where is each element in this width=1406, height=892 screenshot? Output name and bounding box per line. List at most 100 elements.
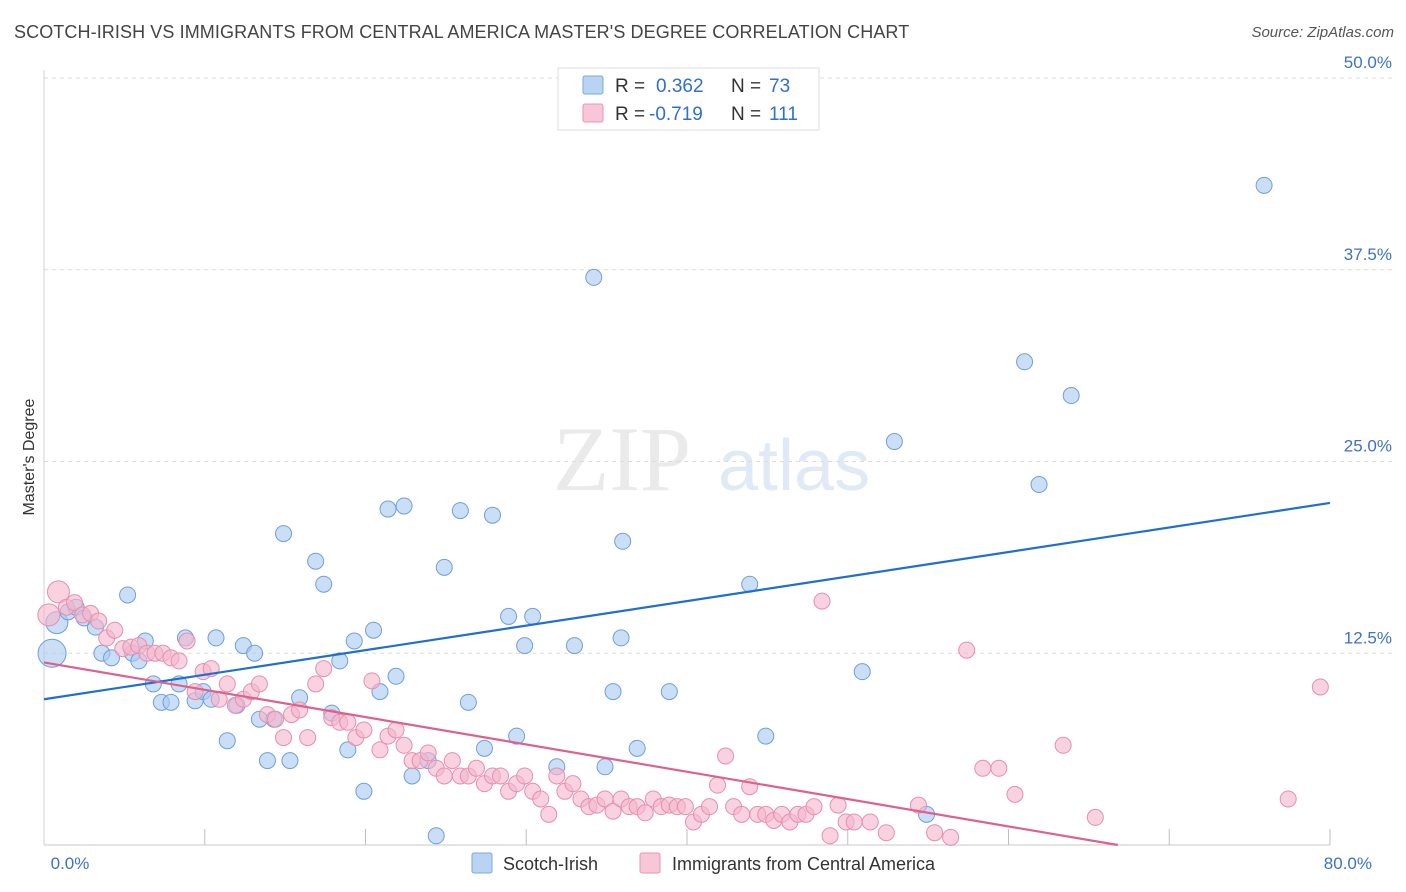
watermark: ZIP atlas — [553, 408, 870, 510]
immigrants-point — [909, 796, 927, 814]
immigrants-point — [548, 767, 566, 785]
legend-r-label-2: R = — [615, 104, 645, 125]
immigrants-point — [845, 813, 863, 831]
scotch-irish-point — [355, 782, 373, 800]
immigrants-point — [942, 828, 960, 846]
scotch-irish-point — [387, 667, 405, 685]
scotch-irish-point — [258, 752, 276, 770]
scotch-irish-point — [1062, 387, 1080, 405]
immigrants-point — [419, 744, 437, 762]
immigrants-point — [395, 736, 413, 754]
immigrants-point — [958, 641, 976, 659]
scotch-irish-point — [395, 497, 413, 515]
scotch-irish-point — [524, 607, 542, 625]
scotch-irish-point — [660, 683, 678, 701]
gridlines — [44, 77, 1392, 654]
scotch-irish-point — [853, 663, 871, 681]
scotch-irish-point — [508, 727, 526, 745]
scotch-irish-point — [614, 532, 632, 550]
immigrants-point — [275, 729, 293, 747]
immigrants-point — [805, 798, 823, 816]
series-immigrants-points — [37, 580, 1329, 846]
scotch-irish-point — [628, 739, 646, 757]
legend-n-value-1: 73 — [769, 76, 790, 97]
legend-n-label-2: N = — [731, 104, 761, 125]
series-legend-swatch-immigrants — [639, 852, 661, 874]
scotch-irish-point — [339, 741, 357, 759]
immigrants-point — [676, 798, 694, 816]
immigrants-point — [877, 824, 895, 842]
immigrants-point — [813, 592, 831, 610]
immigrants-point — [861, 813, 879, 831]
scotch-irish-point — [604, 683, 622, 701]
scotch-irish-point — [516, 637, 534, 655]
immigrants-point — [186, 683, 204, 701]
scotch-irish-point — [207, 629, 225, 647]
watermark-zip: ZIP — [553, 408, 691, 510]
immigrants-point — [299, 729, 317, 747]
immigrants-point — [66, 594, 84, 612]
scotch-irish-point — [451, 502, 469, 520]
immigrants-point — [733, 805, 751, 823]
immigrants-point — [90, 612, 108, 630]
trend-line-scotch-irish — [43, 501, 1331, 701]
legend-n-label-1: N = — [731, 76, 761, 97]
scotch-irish-point — [612, 629, 630, 647]
scotch-irish-point — [1016, 353, 1034, 371]
immigrants-point — [37, 603, 61, 627]
legend-r-value-1: 0.362 — [656, 76, 704, 97]
x-ticks — [204, 829, 1331, 845]
scotch-irish-point — [500, 607, 518, 625]
watermark-atlas: atlas — [718, 426, 870, 506]
scotch-irish-point — [757, 727, 775, 745]
immigrants-point — [1279, 790, 1297, 808]
immigrants-point — [266, 710, 284, 728]
scotch-irish-point — [427, 827, 445, 845]
scotch-irish-point — [315, 575, 333, 593]
immigrants-point — [170, 652, 188, 670]
series-scotch-irish-points — [37, 176, 1273, 845]
immigrants-point — [564, 775, 582, 793]
series-legend: Scotch-Irish Immigrants from Central Ame… — [471, 852, 936, 874]
immigrants-point — [1006, 785, 1024, 803]
y-tick-label: 25.0% — [1344, 437, 1392, 456]
scotch-irish-point — [37, 638, 67, 668]
scotch-irish-point — [483, 506, 501, 524]
scotch-irish-point — [1255, 176, 1273, 194]
immigrants-point — [516, 767, 534, 785]
immigrants-point — [717, 747, 735, 765]
y-tick-label: 50.0% — [1344, 53, 1392, 72]
scotch-irish-point — [435, 558, 453, 576]
immigrants-point — [990, 759, 1008, 777]
scotch-irish-point — [379, 500, 397, 518]
immigrants-point — [307, 675, 325, 693]
scotch-irish-point — [162, 693, 180, 711]
immigrants-point — [315, 660, 333, 678]
scotch-irish-point — [403, 767, 421, 785]
y-axis-title: Master's Degree — [21, 398, 38, 515]
immigrants-point — [46, 580, 70, 604]
stats-legend: R = 0.362 N = 73 R = -0.719 N = 111 — [557, 67, 820, 131]
scotch-irish-point — [218, 732, 236, 750]
scotch-irish-point — [275, 525, 293, 543]
x-tick-label-max: 80.0% — [1324, 854, 1372, 873]
scotch-irish-point — [885, 433, 903, 451]
trend-line-immigrants — [43, 661, 1118, 847]
immigrants-point — [371, 741, 389, 759]
legend-n-value-2: 111 — [769, 104, 798, 125]
legend-swatch-pink — [582, 103, 604, 123]
scotch-irish-point — [345, 632, 363, 650]
immigrants-point — [218, 675, 236, 693]
source-label: Source: ZipAtlas.com — [1251, 24, 1394, 41]
immigrants-point — [492, 767, 510, 785]
scotch-irish-point — [585, 268, 603, 286]
scotch-irish-point — [475, 739, 493, 757]
immigrants-point — [1086, 808, 1104, 826]
immigrants-point — [1054, 736, 1072, 754]
legend-swatch-blue — [582, 75, 604, 95]
immigrants-point — [435, 767, 453, 785]
immigrants-point — [250, 675, 268, 693]
y-tick-label: 37.5% — [1344, 245, 1392, 264]
y-tick-label: 12.5% — [1344, 628, 1392, 647]
